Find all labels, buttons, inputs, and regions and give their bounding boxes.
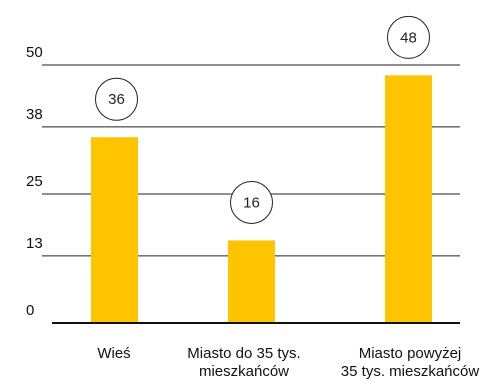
bar <box>385 75 432 323</box>
x-category-label: Miasto powyżej 35 tys. mieszkańców <box>341 345 480 380</box>
x-category-label-line: Miasto do 35 tys. <box>187 345 300 362</box>
x-category-label-line: 35 tys. mieszkańców <box>341 363 480 380</box>
bars <box>91 75 432 323</box>
data-label: 36 <box>108 91 125 108</box>
x-category-label-line: Wieś <box>97 345 130 362</box>
data-label-circle <box>230 180 273 224</box>
x-category-label: Wieś <box>97 345 130 362</box>
y-tick-label: 0 <box>26 302 34 319</box>
bar <box>91 137 138 323</box>
y-tick-label: 13 <box>26 235 43 252</box>
bar <box>228 240 275 323</box>
x-category-label-line: mieszkańców <box>199 363 289 380</box>
x-category-label: Miasto do 35 tys. mieszkańców <box>187 345 300 380</box>
data-label-circle <box>95 77 138 121</box>
y-tick-label: 50 <box>26 44 43 61</box>
data-label-circle <box>387 15 430 59</box>
y-tick-label: 25 <box>26 173 43 190</box>
x-category-label-line: Miasto powyżej <box>359 345 462 362</box>
y-axis-ticks: 0 13 25 38 50 <box>26 44 43 319</box>
x-axis-labels: Wieś Miasto do 35 tys. mieszkańców Miasto p… <box>97 345 479 380</box>
data-label: 48 <box>400 29 417 46</box>
data-labels: 36 16 48 <box>95 15 430 224</box>
data-label: 16 <box>243 194 260 211</box>
y-tick-label: 38 <box>26 106 43 123</box>
